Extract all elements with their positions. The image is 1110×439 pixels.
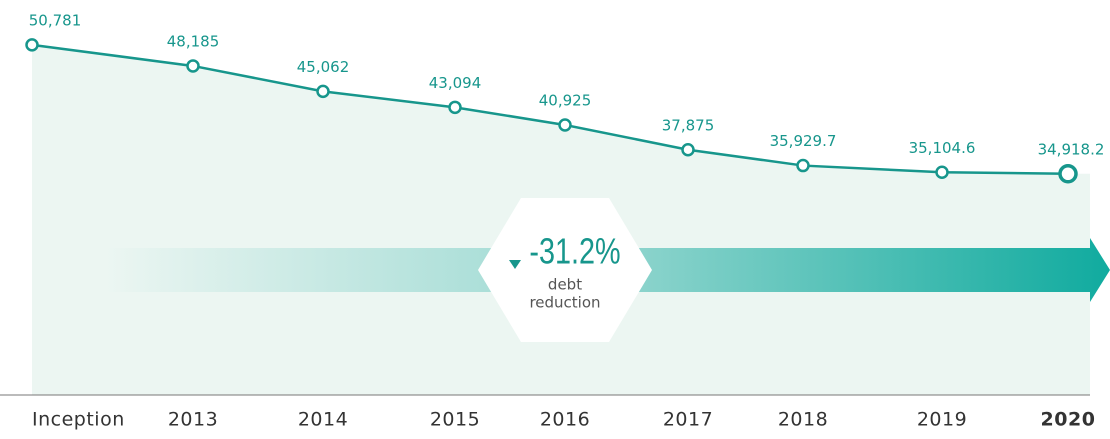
point: [186, 59, 200, 73]
point: [935, 165, 949, 180]
point: [316, 84, 330, 99]
value-label: 35,929.7: [770, 132, 837, 150]
point: [448, 100, 462, 115]
point: [25, 38, 39, 52]
value-label: 35,104.6: [909, 139, 976, 157]
x-tick-label: 2014: [298, 409, 348, 431]
x-tick-label: 2018: [778, 409, 828, 431]
x-tick-label: 2013: [168, 409, 218, 431]
x-tick-label: 2016: [540, 409, 590, 431]
badge: [478, 198, 652, 342]
reduction-label: reduction: [529, 294, 600, 312]
x-tick-label: Inception: [32, 409, 125, 431]
value-label: 45,062: [297, 58, 350, 76]
value-label: 48,185: [167, 32, 220, 50]
reduction-value: -31.2%: [529, 230, 620, 271]
x-tick-label: 2020: [1041, 409, 1096, 431]
down-triangle: [509, 260, 521, 269]
point: [681, 143, 695, 157]
x-tick-label: 2019: [917, 409, 967, 431]
value-label: 50,781: [29, 11, 82, 29]
value-label: 34,918.2: [1038, 140, 1105, 158]
reduction-label: debt: [548, 276, 582, 294]
value-label: 40,925: [539, 91, 592, 109]
x-tick-label: 2015: [430, 409, 480, 431]
x-tick-label: 2017: [663, 409, 713, 431]
value-label: 43,094: [429, 74, 482, 92]
point: [1058, 164, 1078, 184]
point: [796, 158, 810, 173]
value-label: 37,875: [662, 116, 715, 134]
point: [558, 118, 572, 132]
